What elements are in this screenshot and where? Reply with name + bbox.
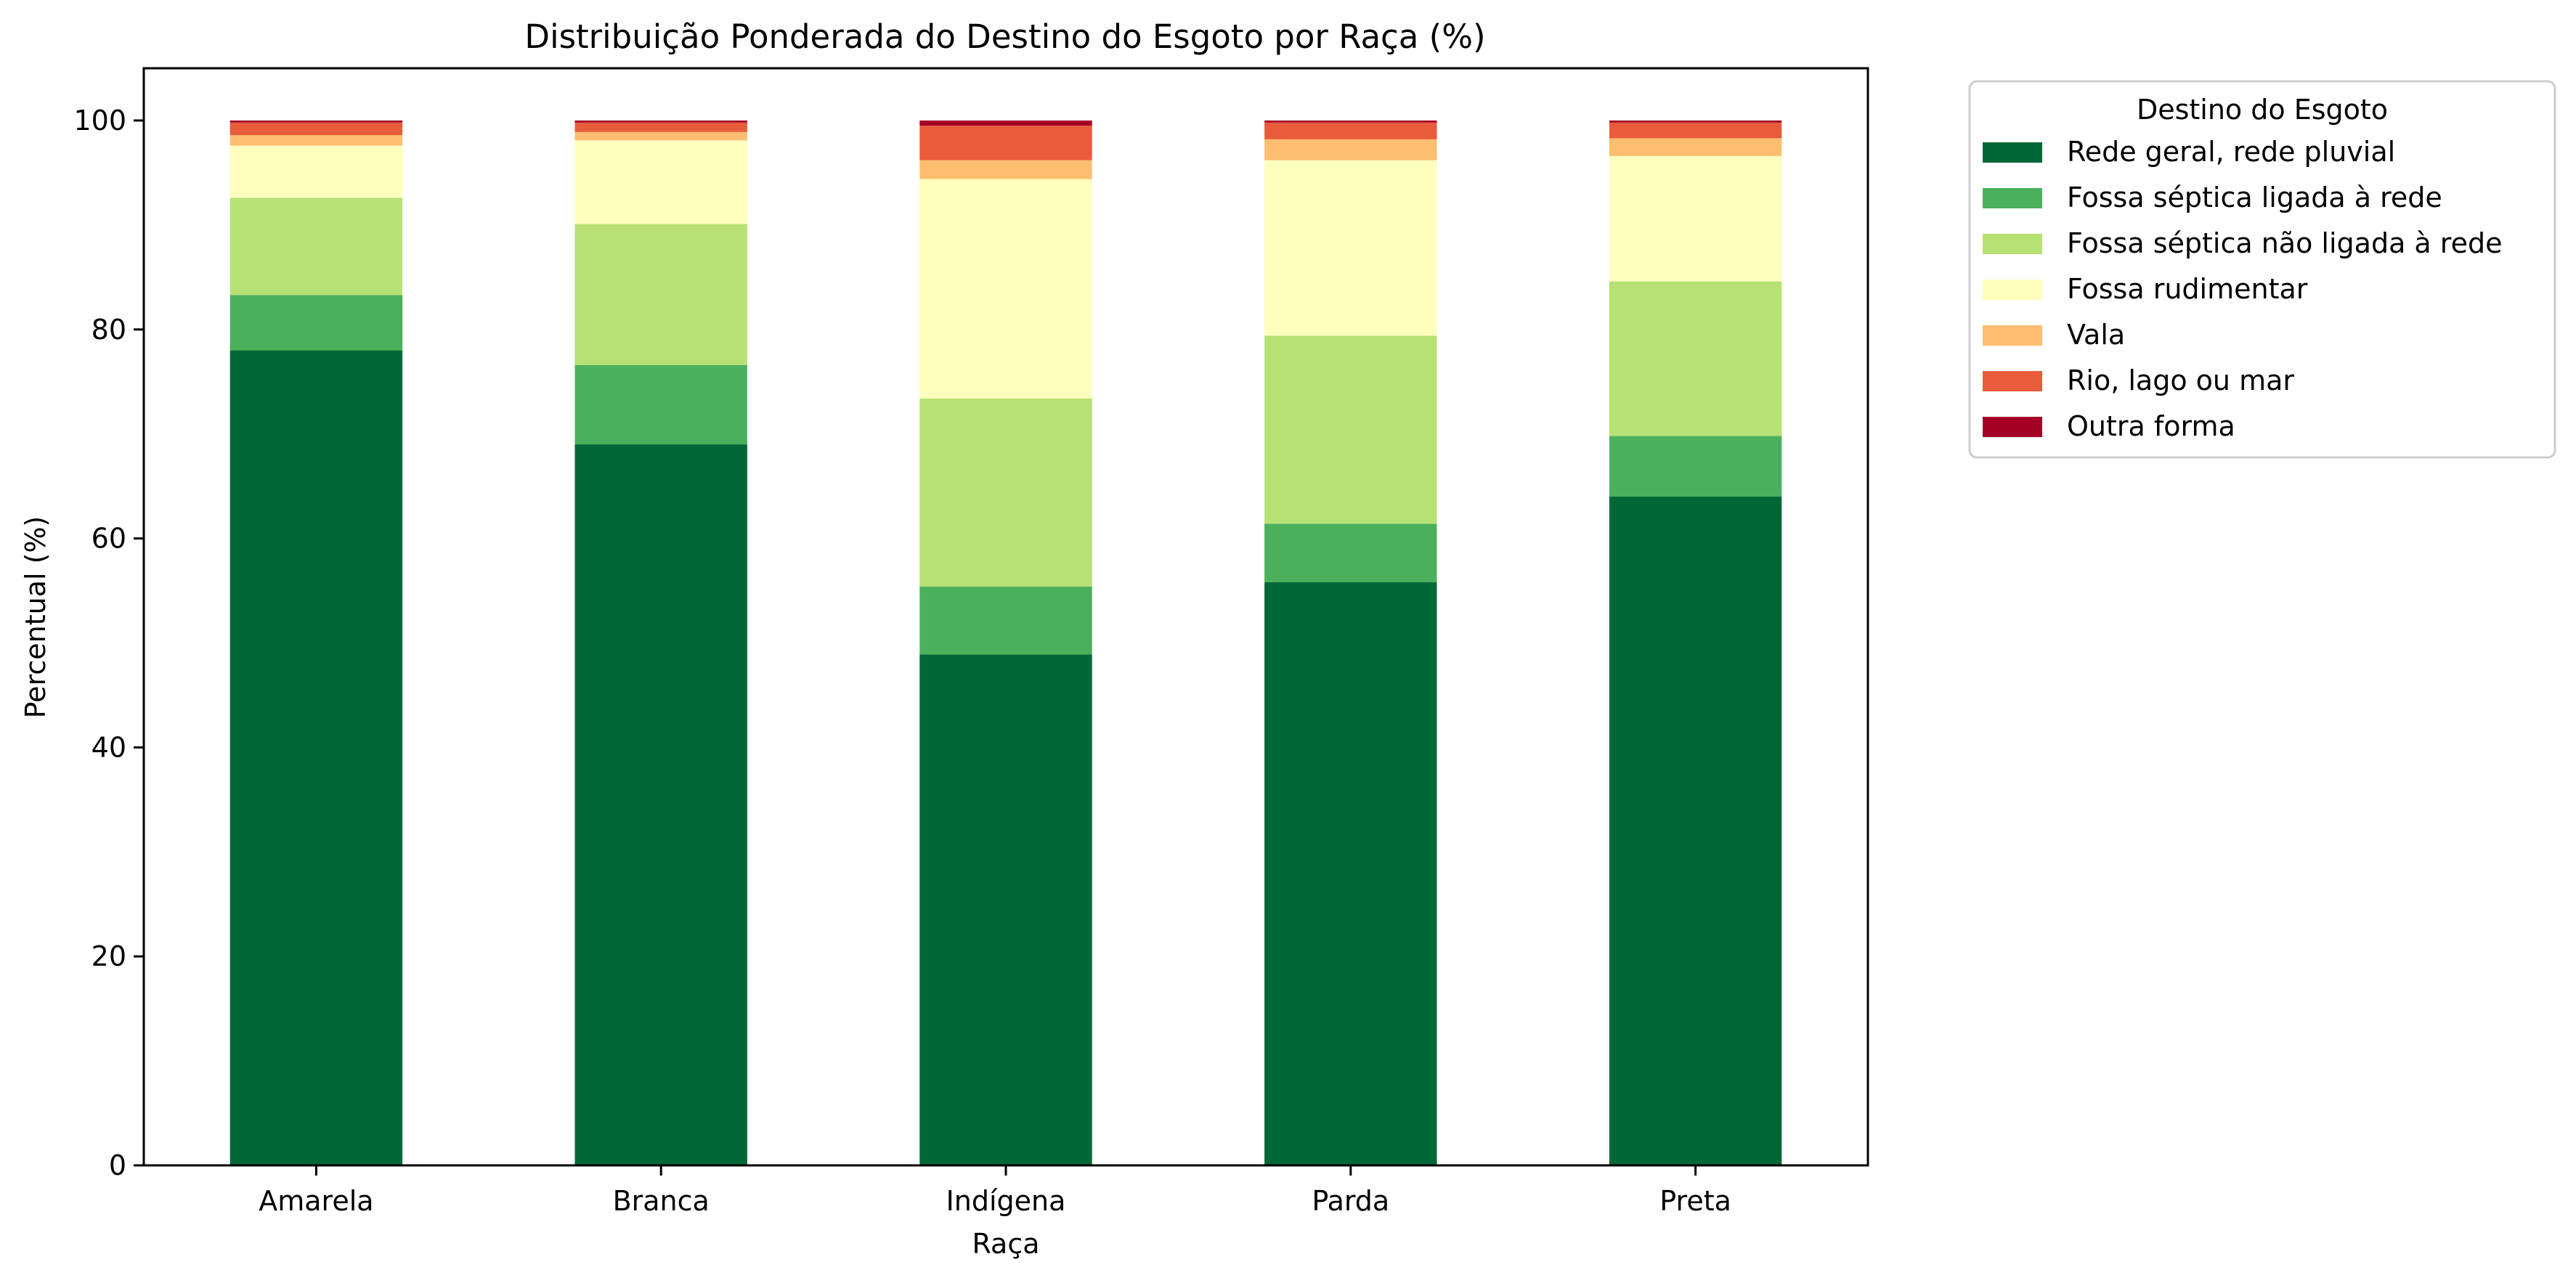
y-tick-label: 100 [73,105,126,137]
legend-frame [1968,80,2556,459]
bar-preta-vala [1609,138,1782,156]
bar-parda-rede-geral-rede-pluvial [1264,582,1437,1165]
y-tick-label: 20 [92,940,126,972]
legend-swatch-rio-lago-ou-mar [1983,371,2042,391]
bar-parda-fossa-septica-ligada-a-rede [1264,524,1437,583]
bar-parda-rio-lago-ou-mar [1264,122,1437,139]
legend-label-fossa-rudimentar: Fossa rudimentar [2067,273,2308,305]
bar-indigena-fossa-septica-ligada-a-rede [919,586,1092,655]
legend: Destino do Esgoto Rede geral, rede pluvi… [1968,80,2556,459]
legend-title: Destino do Esgoto [2137,94,2388,126]
bar-parda-fossa-rudimentar [1264,160,1437,336]
y-axis: 0 20 40 60 80 100 [73,105,144,1181]
legend-label-fossa-septica-nao-ligada-a-rede: Fossa séptica não ligada à rede [2067,227,2502,259]
bar-branca-outra-forma [574,120,747,123]
legend-swatch-vala [1983,325,2042,346]
bar-branca-fossa-septica-nao-ligada-a-rede [574,224,747,365]
bar-branca-fossa-rudimentar [574,140,747,224]
bar-parda-fossa-septica-nao-ligada-a-rede [1264,335,1437,524]
y-tick-label: 80 [92,314,126,346]
legend-label-fossa-septica-ligada-a-rede: Fossa séptica ligada à rede [2067,182,2442,213]
chart-title: Distribuição Ponderada do Destino do Esg… [524,17,1485,56]
x-tick-label-indigena: Indígena [946,1185,1066,1217]
legend-swatch-fossa-septica-nao-ligada-a-rede [1983,234,2042,254]
legend-label-outra-forma: Outra forma [2067,410,2235,442]
x-tick-label-amarela: Amarela [259,1185,373,1217]
bar-amarela-outra-forma [229,120,403,123]
legend-swatch-fossa-septica-ligada-a-rede [1983,188,2042,208]
bar-parda-vala [1264,139,1437,160]
bar-preta-fossa-septica-nao-ligada-a-rede [1609,281,1782,436]
x-axis-label: Raça [972,1228,1039,1260]
bar-indigena-fossa-septica-nao-ligada-a-rede [919,398,1092,587]
bar-amarela-fossa-septica-ligada-a-rede [229,295,403,351]
bar-amarela-rio-lago-ou-mar [229,122,403,136]
x-axis: Amarela Branca Indígena Parda Preta [259,1165,1731,1217]
y-tick-label: 0 [109,1149,126,1181]
x-tick-label-branca: Branca [613,1185,710,1217]
y-axis-label: Percentual (%) [20,516,52,719]
legend-items: Rede geral, rede pluvial Fossa séptica li… [1983,136,2502,442]
legend-swatch-fossa-rudimentar [1983,280,2042,300]
bar-amarela-vala [229,135,403,146]
bar-indigena-rio-lago-ou-mar [919,126,1092,160]
y-tick-label: 60 [92,523,126,555]
bar-preta-rede-geral-rede-pluvial [1609,497,1782,1165]
bar-preta-outra-forma [1609,120,1782,123]
bar-amarela-rede-geral-rede-pluvial [229,350,403,1165]
x-tick-label-parda: Parda [1312,1185,1389,1217]
bar-preta-fossa-septica-ligada-a-rede [1609,436,1782,497]
bar-indigena-rede-geral-rede-pluvial [919,654,1092,1165]
bar-branca-rede-geral-rede-pluvial [574,444,747,1165]
bar-parda-outra-forma [1264,120,1437,123]
bar-indigena-outra-forma [919,120,1092,126]
bar-branca-fossa-septica-ligada-a-rede [574,364,747,445]
bar-branca-vala [574,131,747,141]
legend-label-vala: Vala [2067,319,2125,351]
bar-preta-rio-lago-ou-mar [1609,122,1782,139]
bars-layer [229,120,1782,1165]
legend-swatch-rede-geral-rede-pluvial [1983,142,2042,163]
legend-label-rio-lago-ou-mar: Rio, lago ou mar [2067,364,2294,396]
bar-amarela-fossa-rudimentar [229,145,403,198]
x-tick-label-preta: Preta [1659,1185,1731,1217]
bar-indigena-vala [919,160,1092,179]
y-tick-label: 40 [92,731,126,763]
bar-amarela-fossa-septica-nao-ligada-a-rede [229,197,403,296]
bar-preta-fossa-rudimentar [1609,155,1782,282]
legend-swatch-outra-forma [1983,417,2042,437]
bar-indigena-fossa-rudimentar [919,179,1092,399]
legend-label-rede-geral-rede-pluvial: Rede geral, rede pluvial [2067,136,2395,168]
bar-branca-rio-lago-ou-mar [574,122,747,132]
